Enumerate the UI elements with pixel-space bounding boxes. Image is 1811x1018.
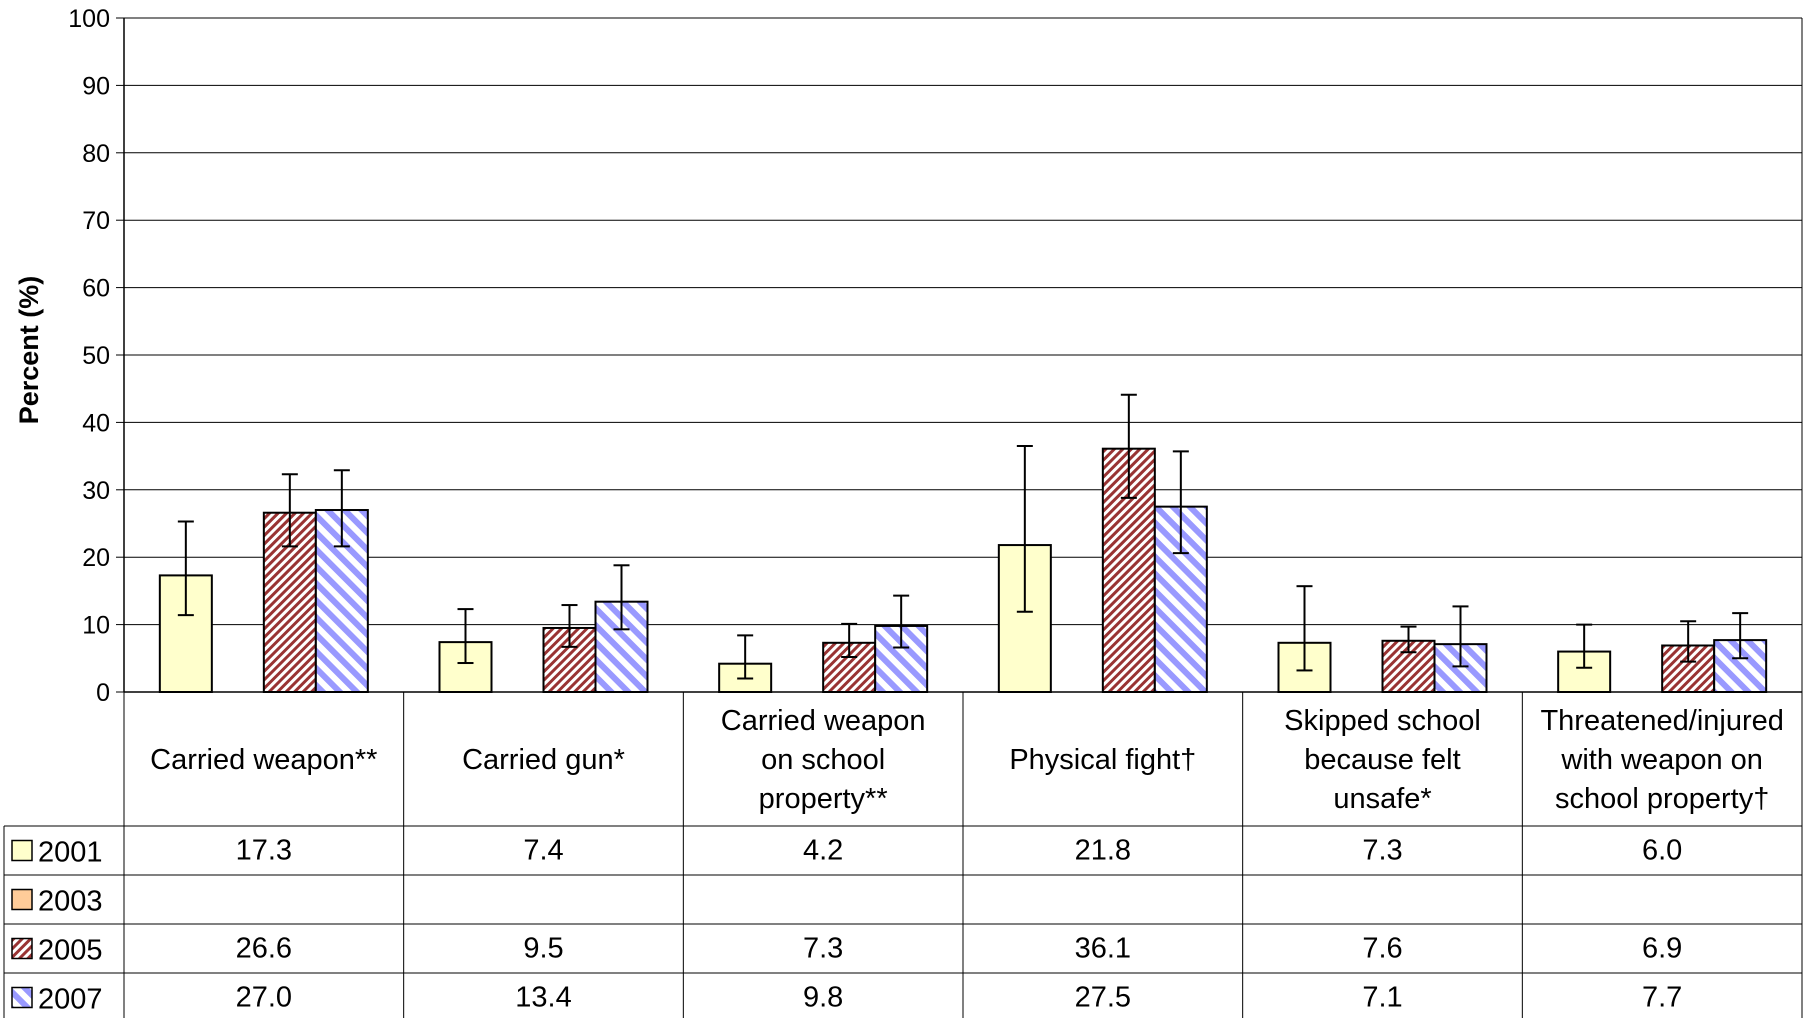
- table-cell: 7.6: [1362, 933, 1402, 965]
- y-tick-label: 100: [68, 5, 110, 33]
- category-label: with weapon on: [1560, 744, 1763, 776]
- table-cell: 27.0: [236, 982, 292, 1014]
- data-table: Carried weapon** Carried gun* Carried weap…: [3, 691, 1803, 1018]
- table-cell: 17.3: [236, 835, 292, 867]
- table-cell: 36.1: [1075, 933, 1131, 965]
- table-cell: 6.0: [1642, 835, 1682, 867]
- category-label: on school: [761, 744, 885, 776]
- legend-swatch-2003: [11, 888, 33, 911]
- legend-swatch-2001: [11, 839, 33, 862]
- y-tick-label: 50: [82, 342, 110, 370]
- y-tick-label: 90: [82, 72, 110, 100]
- bars: [158, 447, 1768, 694]
- table-cell: 13.4: [515, 982, 571, 1014]
- table-cell: 7.1: [1362, 982, 1402, 1014]
- category-label: property**: [759, 783, 888, 815]
- table-cell: 21.8: [1075, 835, 1131, 867]
- category-label: Physical fight†: [1009, 744, 1196, 776]
- y-axis-title: Percent (%): [14, 276, 44, 425]
- legend-label: 2001: [38, 837, 103, 869]
- table-cell: 26.6: [236, 933, 292, 965]
- category-label: unsafe*: [1333, 783, 1431, 815]
- category-label: Carried weapon: [721, 705, 926, 737]
- gridlines: [124, 17, 1802, 693]
- legend-label: 2007: [38, 984, 103, 1016]
- category-label: Carried weapon**: [150, 744, 377, 776]
- y-tick-label: 10: [82, 612, 110, 640]
- table-cell: 7.4: [523, 835, 563, 867]
- y-tick-label: 20: [82, 544, 110, 572]
- y-tick-label: 0: [96, 679, 110, 707]
- category-label: Carried gun*: [462, 744, 625, 776]
- y-tick-label: 80: [82, 140, 110, 168]
- legend-swatch-2007: [11, 986, 33, 1009]
- table-cell: 7.7: [1642, 982, 1682, 1014]
- table-cell: 7.3: [1362, 835, 1402, 867]
- legend-label: 2005: [38, 935, 103, 967]
- y-tick-label: 30: [82, 477, 110, 505]
- y-tick-label: 70: [82, 207, 110, 235]
- error-bars: [177, 393, 1749, 680]
- legend-label: 2003: [38, 886, 103, 918]
- y-tick-label: 40: [82, 409, 110, 437]
- table-cell: 9.5: [523, 933, 563, 965]
- category-label: Skipped school: [1284, 705, 1481, 737]
- category-label: because felt: [1304, 744, 1460, 776]
- table-cell: 4.2: [803, 835, 843, 867]
- table-cell: 6.9: [1642, 933, 1682, 965]
- table-cell: 7.3: [803, 933, 843, 965]
- category-label: Threatened/injured: [1540, 705, 1783, 737]
- y-axis: 0 10 20 30 40 50 60 70 80 90 100: [68, 5, 1803, 707]
- legend-swatch-2005: [11, 937, 33, 960]
- category-label: school property†: [1555, 783, 1769, 815]
- table-cell: 9.8: [803, 982, 843, 1014]
- table-cell: 27.5: [1075, 982, 1131, 1014]
- y-tick-label: 60: [82, 275, 110, 303]
